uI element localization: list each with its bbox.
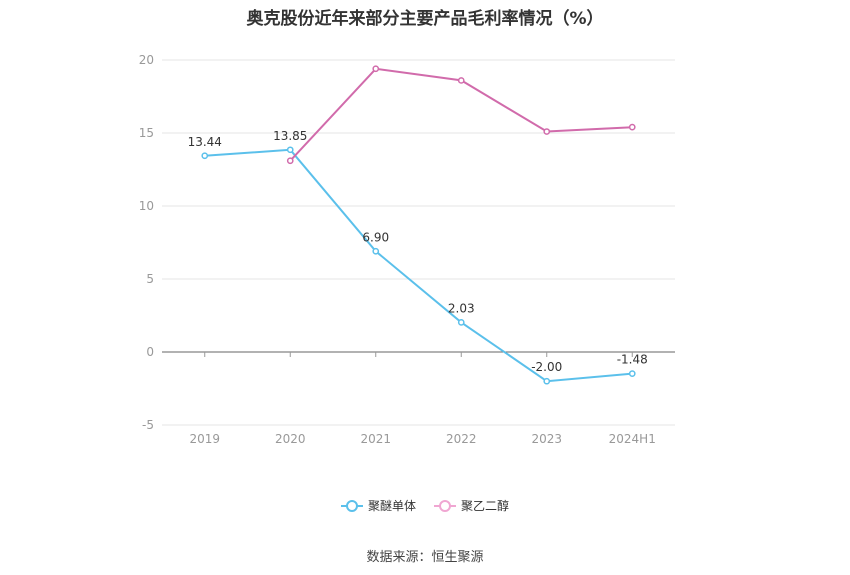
legend-item-series-1[interactable]: 聚醚单体 bbox=[340, 497, 416, 514]
x-tick-label-3: 2022 bbox=[446, 432, 477, 446]
series-1-point-0 bbox=[201, 152, 209, 160]
legend-marker-series-1 bbox=[340, 499, 363, 512]
series-line-1 bbox=[204, 148, 633, 383]
chart-title: 奥克股份近年来部分主要产品毛利率情况（%） bbox=[246, 9, 604, 29]
legend-label-series-1: 聚醚单体 bbox=[367, 499, 416, 513]
x-tick-label-0: 2019 bbox=[189, 432, 220, 446]
source-note: 数据来源：恒生聚源 bbox=[366, 550, 484, 565]
data-labels: 13.44 13.85 6.90 2.03 -2.00 -1.48 bbox=[188, 129, 648, 374]
data-label-1-0: 13.44 bbox=[188, 135, 222, 149]
series-1-point-2 bbox=[372, 247, 380, 255]
series-2-point-2 bbox=[372, 65, 380, 73]
series-layer bbox=[201, 65, 636, 385]
data-label-1-3: 2.03 bbox=[448, 301, 475, 315]
x-tick-label-5: 2024H1 bbox=[609, 432, 656, 446]
legend: 聚醚单体 聚乙二醇 bbox=[0, 497, 850, 514]
axes: -5 0 5 10 15 20 2019 2020 2021 2022 2023 2024H1 bbox=[139, 53, 675, 446]
y-tick-label-2: 5 bbox=[146, 272, 154, 286]
data-label-1-1: 13.85 bbox=[273, 129, 307, 143]
legend-label-series-2: 聚乙二醇 bbox=[461, 499, 510, 513]
data-label-1-2: 6.90 bbox=[362, 230, 389, 244]
series-2-point-5 bbox=[628, 123, 636, 131]
series-2-point-1 bbox=[286, 157, 294, 165]
series-2-point-4 bbox=[543, 128, 551, 135]
y-tick-label-4: 15 bbox=[139, 126, 154, 140]
data-label-1-5: -1.48 bbox=[617, 353, 648, 367]
series-1-point-5 bbox=[628, 370, 636, 377]
y-tick-label-1: 0 bbox=[146, 345, 154, 359]
y-tick-label-0: -5 bbox=[142, 418, 154, 432]
grid-lines bbox=[162, 59, 675, 426]
x-tick-label-4: 2023 bbox=[531, 432, 562, 446]
y-tick-label-5: 20 bbox=[139, 53, 154, 67]
series-1-point-1 bbox=[286, 146, 294, 154]
x-tick-label-1: 2020 bbox=[275, 432, 306, 446]
x-tick-label-2: 2021 bbox=[360, 432, 391, 446]
series-2-point-3 bbox=[457, 77, 465, 84]
legend-item-series-2[interactable]: 聚乙二醇 bbox=[434, 497, 509, 514]
y-tick-label-3: 10 bbox=[139, 199, 154, 213]
series-1-point-3 bbox=[457, 319, 465, 326]
series-1-point-4 bbox=[543, 377, 551, 385]
legend-marker-series-2 bbox=[434, 499, 456, 512]
data-label-1-4: -2.00 bbox=[531, 360, 562, 374]
